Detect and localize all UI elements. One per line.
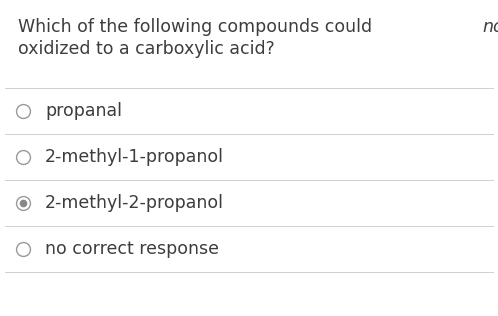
Text: oxidized to a carboxylic acid?: oxidized to a carboxylic acid? (18, 40, 275, 58)
Text: 2-methyl-2-propanol: 2-methyl-2-propanol (45, 194, 224, 212)
Text: 2-methyl-1-propanol: 2-methyl-1-propanol (45, 148, 224, 166)
Text: not: not (482, 18, 498, 36)
Text: no correct response: no correct response (45, 240, 219, 258)
Text: propanal: propanal (45, 102, 122, 120)
Text: Which of the following compounds could: Which of the following compounds could (18, 18, 377, 36)
